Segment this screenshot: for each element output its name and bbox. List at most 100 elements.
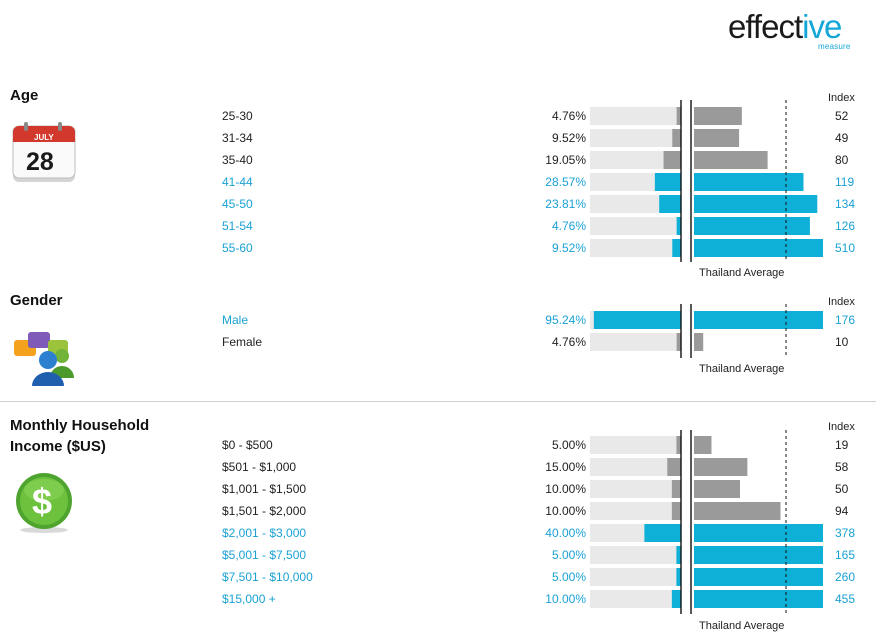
percent-bar — [672, 239, 681, 257]
category-label: 25-30 — [222, 109, 253, 123]
index-value: 10 — [835, 335, 849, 349]
percent-track — [590, 458, 681, 476]
percent-bar — [671, 502, 681, 520]
percent-track — [590, 568, 681, 586]
index-bar — [694, 129, 740, 147]
index-value: 49 — [835, 131, 849, 145]
percent-bar — [671, 590, 681, 608]
index-bar — [694, 239, 823, 257]
percent-label: 4.76% — [551, 219, 586, 233]
percent-track — [590, 480, 681, 498]
percent-bar — [644, 524, 681, 542]
percent-track — [590, 151, 681, 169]
section-title-income: Monthly Household Income ($US) — [10, 417, 150, 455]
percent-label: 40.00% — [545, 526, 586, 540]
percent-label: 10.00% — [545, 504, 586, 518]
category-label: $0 - $500 — [222, 438, 273, 452]
percent-label: 10.00% — [545, 592, 586, 606]
percent-label: 15.00% — [545, 460, 586, 474]
percent-track — [590, 195, 681, 213]
index-value: 510 — [835, 241, 856, 255]
category-label: 31-34 — [222, 131, 253, 145]
svg-text:$: $ — [32, 481, 52, 522]
index-bar — [694, 333, 704, 351]
average-label-gender: Thailand Average — [699, 363, 785, 375]
category-label: 45-50 — [222, 197, 253, 211]
index-value: 378 — [835, 526, 856, 540]
category-label: $1,001 - $1,500 — [222, 482, 307, 496]
percent-label: 95.24% — [545, 313, 586, 327]
calendar-month: JULY — [34, 133, 54, 142]
percent-bar — [663, 151, 681, 169]
index-bar — [694, 311, 823, 329]
average-label-age: Thailand Average — [699, 267, 785, 279]
logo-wordmark: effective — [728, 8, 842, 45]
index-value: 52 — [835, 109, 849, 123]
percent-track — [590, 590, 681, 608]
percent-bar — [676, 546, 681, 564]
percent-label: 28.57% — [545, 175, 586, 189]
percent-bar — [676, 217, 681, 235]
category-label: $2,001 - $3,000 — [222, 526, 307, 540]
index-value: 58 — [835, 460, 849, 474]
index-header-gender: Index — [828, 296, 855, 308]
index-value: 165 — [835, 548, 856, 562]
index-value: 94 — [835, 504, 849, 518]
percent-bar — [593, 311, 681, 329]
percent-track — [590, 333, 681, 351]
percent-label: 19.05% — [545, 153, 586, 167]
index-value: 50 — [835, 482, 849, 496]
section-divider — [0, 401, 876, 402]
index-value: 260 — [835, 570, 856, 584]
category-label: $7,501 - $10,000 — [222, 570, 313, 584]
percent-track — [590, 129, 681, 147]
index-value: 134 — [835, 197, 856, 211]
percent-label: 9.52% — [551, 131, 586, 145]
percent-track — [590, 546, 681, 564]
percent-label: 5.00% — [551, 548, 586, 562]
people-chat-icon — [14, 330, 76, 393]
percent-label: 9.52% — [551, 241, 586, 255]
percent-bar — [676, 333, 681, 351]
index-bar — [694, 590, 823, 608]
dollar-coin-icon: $ — [12, 470, 76, 539]
average-label-income: Thailand Average — [699, 620, 785, 632]
index-value: 176 — [835, 313, 856, 327]
percent-label: 4.76% — [551, 335, 586, 349]
percent-bar — [671, 480, 681, 498]
category-label: Female — [222, 335, 263, 349]
category-label: 41-44 — [222, 175, 253, 189]
index-value: 80 — [835, 153, 849, 167]
index-bar — [694, 173, 804, 191]
section-title-age: Age — [10, 87, 39, 104]
index-value: 126 — [835, 219, 856, 233]
index-bar — [694, 107, 742, 125]
index-header-age: Index — [828, 92, 855, 104]
index-value: 19 — [835, 438, 849, 452]
index-bar — [694, 436, 712, 454]
category-label: 55-60 — [222, 241, 253, 255]
percent-bar — [654, 173, 681, 191]
category-label: 51-54 — [222, 219, 253, 233]
percent-label: 10.00% — [545, 482, 586, 496]
effective-measure-logo: effective measure — [728, 4, 860, 52]
index-bar — [694, 568, 823, 586]
index-bar — [694, 195, 818, 213]
index-bar — [694, 217, 810, 235]
index-bar — [694, 546, 823, 564]
index-value: 455 — [835, 592, 856, 606]
percent-bar — [676, 436, 681, 454]
index-value: 119 — [835, 175, 855, 189]
index-bar — [694, 458, 748, 476]
logo-subtext: measure — [818, 42, 851, 51]
category-label: 35-40 — [222, 153, 253, 167]
index-bar — [694, 480, 740, 498]
percent-label: 5.00% — [551, 570, 586, 584]
percent-label: 23.81% — [545, 197, 586, 211]
percent-bar — [676, 568, 681, 586]
percent-bar — [672, 129, 681, 147]
percent-track — [590, 107, 681, 125]
percent-track — [590, 436, 681, 454]
index-bar — [694, 502, 781, 520]
